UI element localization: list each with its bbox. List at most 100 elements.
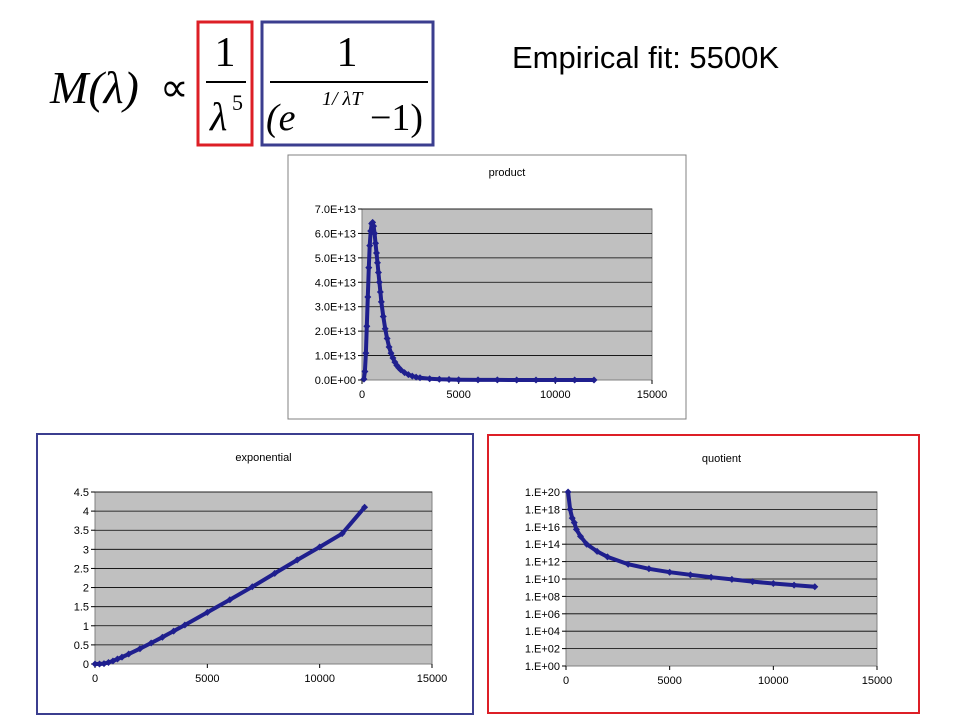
exponential-y-tick-label: 4.5 [74,487,89,499]
product-data-point [383,334,391,342]
exponential-y-tick-label: 2.5 [74,563,89,575]
product-data-point [362,349,370,357]
product-y-tick-label: 0.0E+00 [315,375,356,387]
exponential-data-point [271,569,279,577]
left-fraction-denominator-exponent: 5 [232,90,243,115]
exponential-data-point [316,543,324,551]
quotient-data-point [624,560,632,568]
exponential-y-tick-label: 0.5 [74,640,89,652]
quotient-data-point [603,553,611,561]
exponential-data-point [226,596,234,604]
quotient-y-tick-label: 1.E+00 [525,661,560,673]
product-data-point [416,374,424,382]
quotient-data-point [577,532,585,540]
exponential-data-point [118,653,126,661]
right-fraction-denominator-open: (e [266,97,296,139]
product-data-point [474,376,482,384]
product-data-point [363,322,371,330]
exponential-data-point [136,645,144,653]
quotient-data-point [570,519,578,527]
product-data-point [571,376,579,384]
product-data-point [401,369,409,377]
product-data-point [426,375,434,383]
product-y-tick-label: 2.0E+13 [315,326,356,338]
exponential-data-point [91,660,99,668]
product-data-point [532,376,540,384]
quotient-data-point [666,568,674,576]
product-data-point [370,222,378,230]
product-data-point [379,312,387,320]
product-y-tick-label: 1.0E+13 [315,351,356,363]
exponential-x-tick-label: 10000 [304,673,335,685]
quotient-y-tick-label: 1.E+18 [525,504,560,516]
quotient-data-point [686,571,694,579]
quotient-data-point [811,583,819,591]
quotient-y-tick-label: 1.E+06 [525,609,560,621]
exponential-data-point [293,556,301,564]
quotient-data-point [583,540,591,548]
product-y-tick-label: 3.0E+13 [315,302,356,314]
product-data-point [374,269,382,277]
exponential-y-tick-label: 1 [83,621,89,633]
exponential-data-point [203,608,211,616]
product-data-point [373,249,380,257]
product-data-point [361,367,369,375]
product-data-point [493,376,501,384]
product-data-point [376,288,384,296]
quotient-x-tick-label: 10000 [758,675,789,687]
product-data-point [389,354,397,362]
product-data-point [364,293,372,301]
exponential-data-point [125,650,133,658]
quotient-data-point [564,488,572,496]
quotient-data-point [728,575,736,583]
product-data-point [513,376,521,384]
right-fraction-exponent: 1/ λT [322,88,364,110]
formula-proportional-symbol: ∝ [160,65,189,110]
right-fraction-numerator: 1 [337,30,358,76]
left-fraction-numerator: 1 [215,30,236,76]
quotient-data-point [790,581,798,589]
product-data-point [385,343,393,351]
exponential-data-point [338,530,346,538]
quotient-y-tick-label: 1.E+14 [525,539,560,551]
product-data-point [366,242,374,250]
product-y-tick-label: 5.0E+13 [315,253,356,265]
product-y-tick-label: 7.0E+13 [315,204,356,216]
exponential-y-tick-label: 3 [83,544,89,556]
product-data-point [372,239,380,247]
exponential-chart-title: exponential [235,452,291,464]
exponential-data-point [361,503,369,511]
product-x-tick-label: 0 [359,389,365,401]
quotient-data-point [707,573,715,581]
product-data-point [365,264,373,272]
exponential-x-tick-label: 5000 [195,673,219,685]
product-plot-area [361,208,653,381]
product-x-tick-label: 10000 [540,389,571,401]
product-data-point [404,371,412,379]
product-chart: product 0.0E+00 1.0E+13 2.0E+13 3.0E+13 4.0E+… [287,154,687,420]
exponential-y-tick-label: 4 [83,506,89,518]
right-fraction-box [260,20,435,147]
exponential-data-point [147,639,155,647]
product-data-point [360,375,368,383]
quotient-x-tick-label: 15000 [862,675,893,687]
exponential-y-tick-label: 3.5 [74,525,89,537]
exponential-data-point [109,657,117,665]
quotient-y-tick-label: 1.E+08 [525,591,560,603]
product-data-point [590,376,598,384]
product-chart-title: product [489,167,526,179]
quotient-y-tick-label: 1.E+12 [525,557,560,569]
exponential-y-tick-label: 2 [83,583,89,595]
exponential-data-point [95,660,103,668]
exponential-data-point [158,633,166,641]
quotient-chart-title: quotient [702,453,741,465]
product-data-point [367,227,375,235]
product-data-point [455,376,463,384]
quotient-data-point [749,578,757,586]
quotient-data-point [593,547,601,555]
quotient-y-tick-label: 1.E+20 [525,487,560,499]
quotient-chart: quotient 1.E+00 1.E+02 1.E+04 1.E+06 1.E+08 1.… [487,434,920,714]
empirical-fit-title: Empirical fit: 5500K [512,40,780,75]
product-y-tick-label: 6.0E+13 [315,228,356,240]
quotient-x-tick-label: 0 [563,675,569,687]
